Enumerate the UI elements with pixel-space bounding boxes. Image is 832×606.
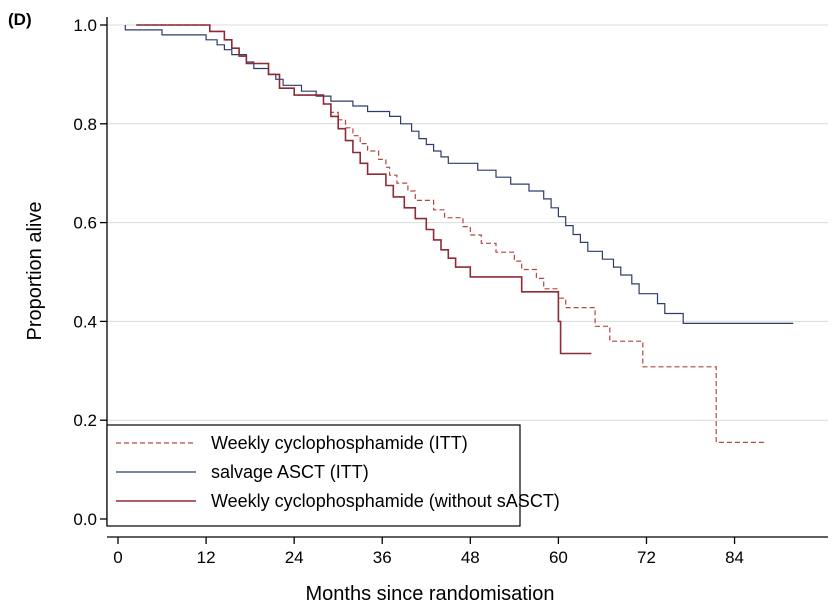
legend-label-1: Weekly cyclophosphamide (ITT) xyxy=(211,433,468,453)
x-tick-label: 0 xyxy=(113,548,122,567)
y-axis-title: Proportion alive xyxy=(24,202,46,341)
x-ticks: 0 12 24 36 48 60 72 84 xyxy=(113,537,744,567)
legend-label-2: salvage ASCT (ITT) xyxy=(211,462,369,482)
x-tick-label: 24 xyxy=(285,548,304,567)
survival-curves xyxy=(124,24,794,443)
legend-box xyxy=(106,424,521,527)
x-tick-label: 60 xyxy=(549,548,568,567)
y-tick-label: 0.6 xyxy=(73,214,97,233)
y-tick-label: 0.4 xyxy=(73,312,97,331)
y-ticks: 0.0 0.2 0.4 0.6 0.8 1.0 xyxy=(73,16,107,529)
y-tick-label: 0.0 xyxy=(73,510,97,529)
x-tick-label: 72 xyxy=(637,548,656,567)
y-tick-label: 0.8 xyxy=(73,115,97,134)
y-tick-label: 0.2 xyxy=(73,411,97,430)
gridlines xyxy=(107,24,828,421)
legend-entries: Weekly cyclophosphamide (ITT) salvage ASC… xyxy=(116,433,560,511)
legend: Weekly cyclophosphamide (ITT) salvage ASC… xyxy=(106,424,560,527)
series-line-3 xyxy=(136,24,592,355)
x-tick-label: 84 xyxy=(725,548,744,567)
x-tick-label: 36 xyxy=(373,548,392,567)
legend-label-3: Weekly cyclophosphamide (without sASCT) xyxy=(211,491,560,511)
y-tick-label: 1.0 xyxy=(73,16,97,35)
x-axis-title: Months since randomisation xyxy=(305,583,554,605)
x-tick-label: 12 xyxy=(197,548,216,567)
panel-label: (D) xyxy=(8,10,32,29)
x-tick-label: 48 xyxy=(461,548,480,567)
